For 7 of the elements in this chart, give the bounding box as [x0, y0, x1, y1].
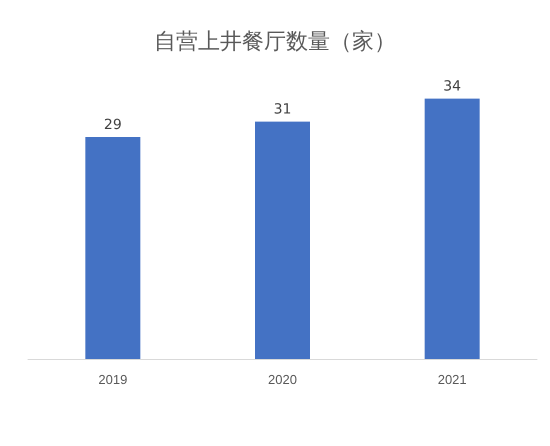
chart-title: 自营上井餐厅数量（家）: [154, 30, 396, 54]
x-tick-label: 2019: [98, 372, 128, 387]
data-label: 34: [443, 78, 462, 95]
data-label: 31: [274, 102, 292, 118]
x-tick-label: 2021: [438, 372, 467, 387]
x-tick-label: 2020: [268, 372, 297, 387]
data-label: 29: [104, 116, 122, 133]
